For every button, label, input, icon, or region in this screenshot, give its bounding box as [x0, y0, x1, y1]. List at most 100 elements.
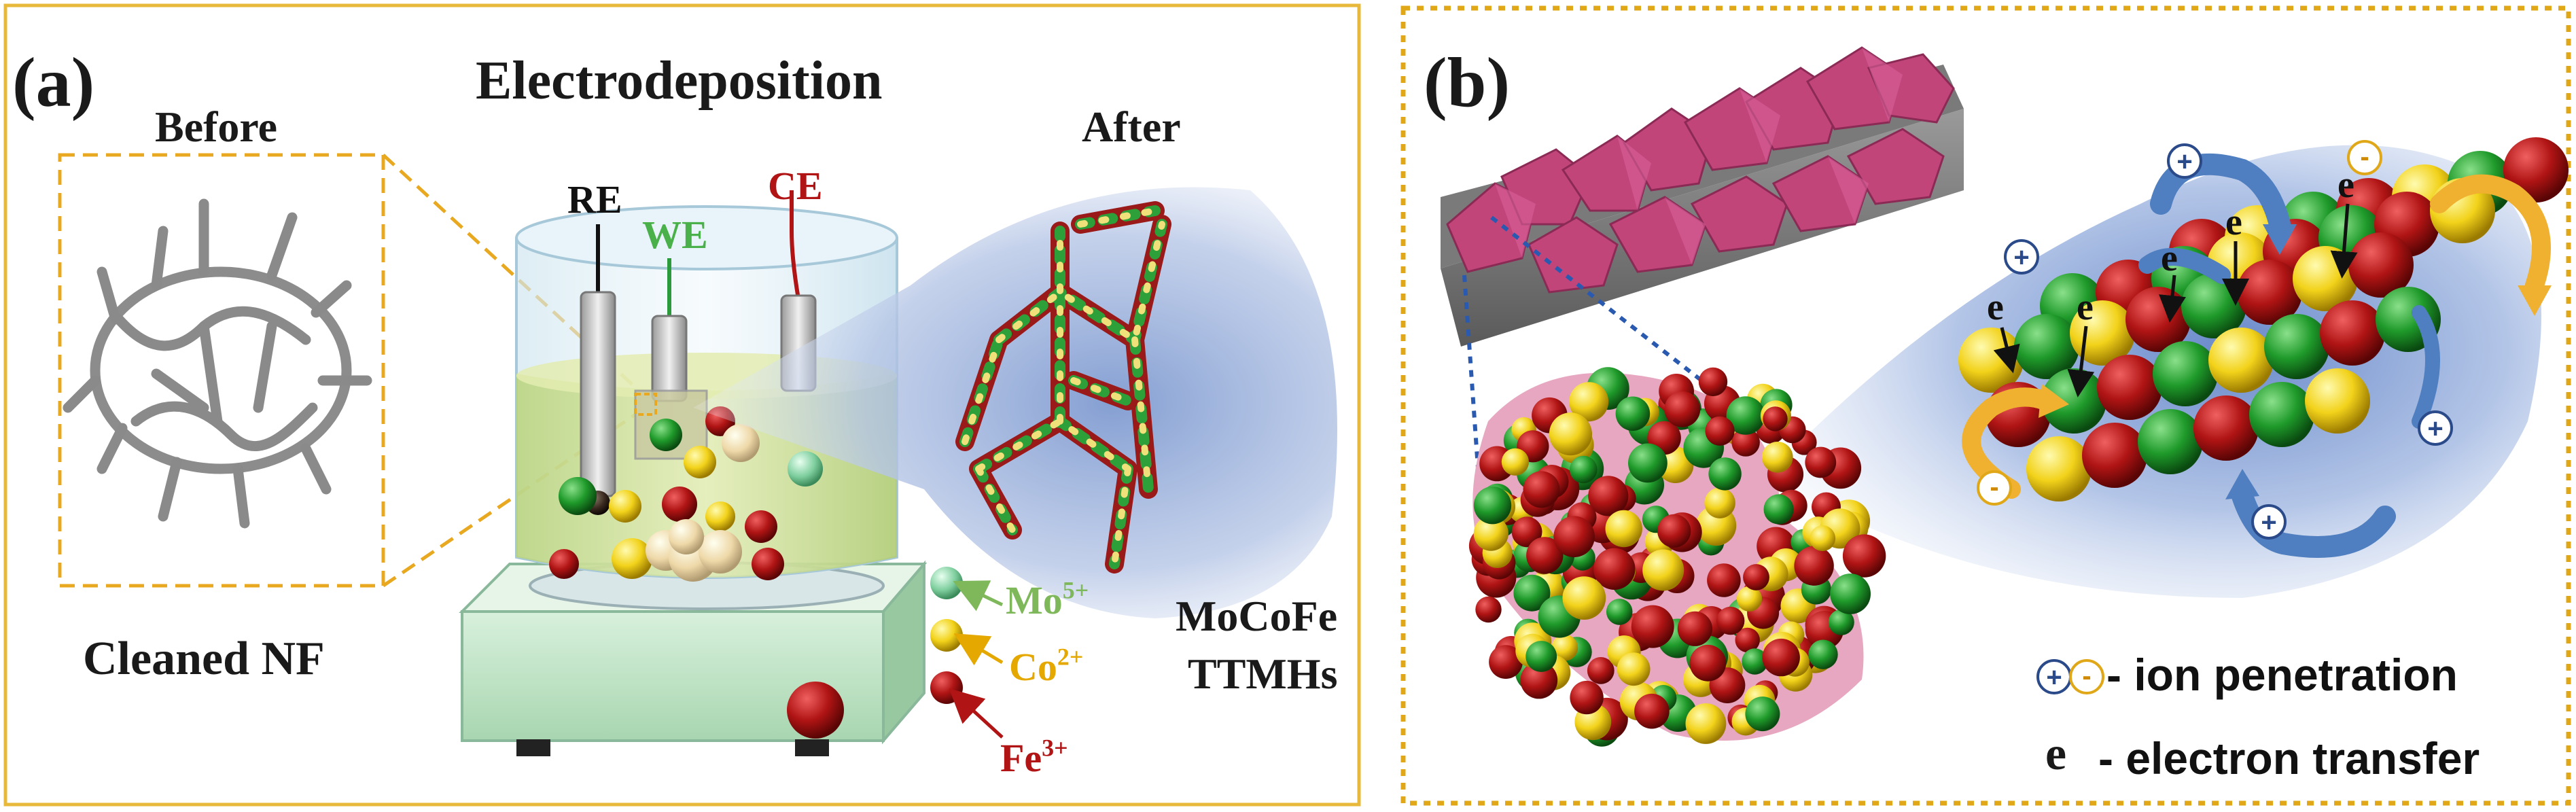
- lattice-sphere: [2193, 395, 2259, 461]
- cluster-sphere: [1587, 657, 1615, 684]
- cluster-sphere: [1657, 446, 1694, 483]
- lattice-sphere: [2070, 300, 2135, 366]
- cluster-sphere: [1511, 516, 1542, 548]
- cluster-sphere: [1553, 516, 1595, 558]
- electron-label-4: e: [2225, 201, 2242, 243]
- cluster-sphere: [1698, 367, 1728, 397]
- lattice-sphere: [2249, 382, 2314, 447]
- zoom-line-bottom: [382, 412, 637, 588]
- cluster-sphere: [1677, 611, 1712, 646]
- lattice-sphere: [2026, 436, 2092, 501]
- cluster-sphere: [1794, 546, 1834, 586]
- cluster-sphere: [1736, 586, 1763, 612]
- lattice-sphere: [2153, 341, 2218, 406]
- before-box: [58, 153, 385, 588]
- cluster-sphere: [1685, 703, 1727, 744]
- cluster-sphere: [1628, 443, 1668, 483]
- cluster-sphere: [1726, 396, 1765, 435]
- plus-badge-1: [2167, 143, 2202, 179]
- sphere-cluster: [1468, 367, 1886, 747]
- cluster-sphere: [1593, 548, 1636, 590]
- cluster-sphere: [1513, 574, 1551, 612]
- ion-label-mo: Mo5+: [1006, 578, 1089, 623]
- cluster-sphere: [1569, 382, 1609, 422]
- zoom-cone-a: [693, 187, 1337, 618]
- plus-sign-4: +: [2261, 508, 2276, 537]
- ion-charge-fe: 3+: [1042, 734, 1068, 762]
- ion-charge-mo: 5+: [1062, 576, 1089, 604]
- lattice-sphere: [2208, 328, 2274, 393]
- lattice-sphere: [2348, 232, 2414, 298]
- cluster-sphere: [1842, 534, 1886, 578]
- panel-a-frame: [3, 3, 1361, 807]
- plus-badge-3: [2418, 410, 2453, 446]
- lattice-sphere: [2097, 355, 2162, 420]
- cluster-sphere: [1810, 525, 1836, 552]
- cluster-sphere: [1808, 639, 1838, 669]
- cluster-sphere: [1605, 510, 1642, 548]
- legend-ion-penetration: - ion penetration: [2106, 650, 2458, 700]
- cluster-sphere: [1473, 516, 1508, 551]
- hot-plate: [459, 560, 928, 756]
- panel-a-tag: (a): [12, 43, 95, 122]
- legend-minus-sign: -: [2082, 661, 2091, 691]
- crystal-film-substrate: [1441, 46, 1964, 347]
- ion-arrows: [1962, 153, 2552, 558]
- product-line2: TTMHs: [1188, 650, 1338, 698]
- ion-symbol-fe: Fe: [1000, 736, 1042, 780]
- after-label: After: [1082, 103, 1181, 151]
- minus-badge-1: [2347, 140, 2382, 175]
- ion-legend: [930, 567, 1004, 739]
- cluster-sphere: [1520, 661, 1558, 699]
- cluster-sphere: [1707, 563, 1741, 597]
- cluster-sphere: [1526, 537, 1564, 574]
- cluster-sphere: [1830, 573, 1871, 614]
- cluster-sphere: [1475, 596, 1502, 623]
- cluster-sphere: [1763, 406, 1788, 431]
- plus-badge-4: [2251, 504, 2287, 540]
- lattice-sphere: [2082, 423, 2147, 488]
- cluster-sphere: [1689, 644, 1727, 682]
- product-line1: MoCoFe: [1176, 592, 1338, 640]
- electrode-ce-label: CE: [768, 164, 823, 208]
- cluster-sphere: [1615, 396, 1651, 431]
- cluster-sphere: [1716, 606, 1745, 635]
- cluster-sphere: [1634, 693, 1670, 729]
- cluster-sphere: [1657, 514, 1691, 548]
- cluster-sphere: [1562, 576, 1606, 620]
- ion-label-fe: Fe3+: [1000, 735, 1068, 781]
- panel-a-title: Electrodeposition: [476, 51, 883, 111]
- legend-plus-sign: +: [2046, 663, 2062, 692]
- ion-charge-co: 2+: [1057, 643, 1084, 671]
- plus-sign-1: +: [2176, 147, 2192, 177]
- ion-symbol-mo: Mo: [1006, 578, 1063, 622]
- cluster-sphere: [1501, 448, 1529, 476]
- electrode-we-label: WE: [642, 213, 708, 257]
- legend-electron-symbol: e: [2045, 728, 2067, 780]
- electron-label-3: e: [2161, 237, 2178, 279]
- cluster-sphere: [1708, 457, 1742, 491]
- cluster-sphere: [1588, 476, 1629, 516]
- lattice-sphere: [2237, 260, 2302, 325]
- plus-badges: [1977, 140, 2453, 694]
- cluster-sphere: [1743, 564, 1769, 590]
- cluster-sphere: [1642, 549, 1684, 591]
- cluster-sphere: [1551, 634, 1578, 661]
- ion-sphere-mo: [930, 567, 963, 599]
- electron-label-1: e: [1987, 286, 2004, 328]
- cluster-sphere: [1489, 645, 1523, 679]
- plus-sign-3: +: [2427, 414, 2443, 444]
- panel-b-frame: [1400, 5, 2571, 806]
- legend-minus-badge: [2069, 659, 2104, 694]
- panel-b-tag: (b): [1424, 43, 1511, 122]
- cluster-sphere: [1606, 599, 1633, 625]
- cluster-sphere: [1473, 487, 1512, 525]
- ion-sphere-fe: [930, 671, 963, 704]
- lattice-sphere: [2264, 314, 2329, 379]
- cluster-sphere: [1523, 471, 1560, 508]
- electron-label-5: e: [2337, 164, 2354, 206]
- cluster-sphere: [1549, 412, 1592, 456]
- cluster-sphere: [1631, 605, 1674, 648]
- minus-badge-2: [1977, 470, 2012, 506]
